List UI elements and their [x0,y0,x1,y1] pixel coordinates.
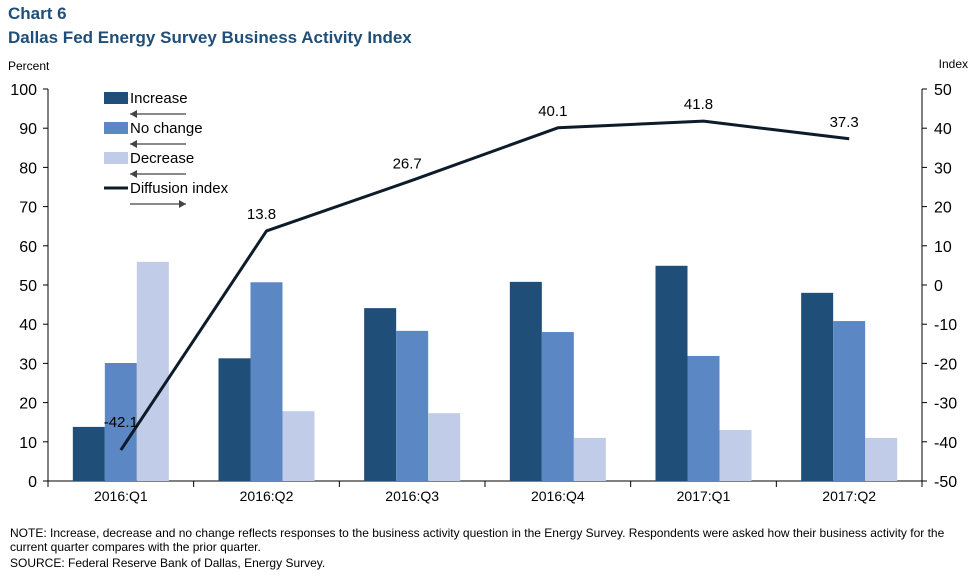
bar-increase [72,426,105,481]
legend-label-no-change: No change [130,120,203,137]
left-axis-tick-label: 80 [19,160,37,177]
legend-arrowhead-right-icon [179,200,186,208]
right-axis-tick-label: 50 [934,82,952,99]
x-axis-tick-label: 2016:Q4 [531,488,585,504]
right-axis-tick-label: 30 [934,160,952,177]
bar-no-change [396,330,429,481]
right-axis-tick-label: -30 [934,396,957,413]
legend-label-decrease: Decrease [130,150,194,167]
right-axis-tick-label: -10 [934,317,957,334]
bar-decrease [428,413,461,481]
bar-decrease [136,261,169,481]
legend-label-increase: Increase [130,90,188,107]
bar-increase [801,292,834,481]
diffusion-data-label: 41.8 [684,96,713,113]
left-axis-tick-label: 90 [19,121,37,138]
right-axis-tick-label: -40 [934,435,957,452]
legend-arrowhead-left-icon [130,110,137,118]
bar-increase [509,281,542,481]
bar-increase [218,358,251,481]
bar-decrease [282,411,315,481]
left-axis-tick-label: 10 [19,435,37,452]
bar-no-change [687,355,720,481]
chart-source: SOURCE: Federal Reserve Bank of Dallas, … [10,556,326,570]
chart-note: NOTE: Increase, decrease and no change r… [10,526,945,554]
right-axis-tick-label: -50 [934,474,957,491]
diffusion-index-line [119,119,850,451]
bar-no-change [104,363,137,481]
legend-swatch-increase [104,92,128,104]
right-axis-tick-label: 0 [934,278,943,295]
diffusion-data-label: 40.1 [538,103,567,120]
left-axis-tick-label: 70 [19,200,37,217]
bar-increase [364,308,397,481]
right-axis-tick-label: 40 [934,121,952,138]
bar-increase [655,265,688,481]
left-axis-unit: Percent [8,59,50,73]
left-axis-tick-label: 60 [19,239,37,256]
chart-number: Chart 6 [8,4,67,23]
right-axis-tick-label: 20 [934,200,952,217]
x-axis-tick-label: 2016:Q3 [385,488,439,504]
left-axis-tick-label: 40 [19,317,37,334]
diffusion-data-label: 37.3 [830,114,859,131]
x-axis-tick-label: 2016:Q2 [240,488,294,504]
chart-title: Dallas Fed Energy Survey Business Activi… [8,28,412,47]
chart-canvas: 0 10 20 30 40 50 60 70 80 90 100 -50 -40 -30 -20 -10 0 10… [10,82,957,504]
left-axis-tick-label: 50 [19,278,37,295]
left-axis-tick-label: 100 [10,82,37,99]
legend-arrowhead-left-icon [130,140,137,148]
left-axis-tick-label: 20 [19,396,37,413]
bar-decrease [573,437,606,481]
legend-swatch-no-change [104,122,128,134]
legend-arrowhead-left-icon [130,170,137,178]
diffusion-data-label: -42.1 [104,414,138,431]
legend-swatch-decrease [104,152,128,164]
right-axis-tick-label: 10 [934,239,952,256]
bar-no-change [250,282,283,481]
diffusion-data-label: 26.7 [393,155,422,172]
diffusion-data-label: 13.8 [247,206,276,223]
left-axis-tick-label: 30 [19,356,37,373]
right-axis-unit: Index [938,57,968,71]
right-axis-tick-label: -20 [934,356,957,373]
x-axis-tick-label: 2017:Q1 [677,488,731,504]
left-axis-tick-label: 0 [28,474,37,491]
bar-decrease [719,430,752,481]
bar-decrease [865,437,898,481]
x-axis-tick-label: 2017:Q2 [822,488,876,504]
bar-no-change [541,332,574,481]
bar-no-change [833,321,866,481]
legend-label-diffusion-index: Diffusion index [130,180,229,197]
x-axis-tick-label: 2016:Q1 [94,488,148,504]
